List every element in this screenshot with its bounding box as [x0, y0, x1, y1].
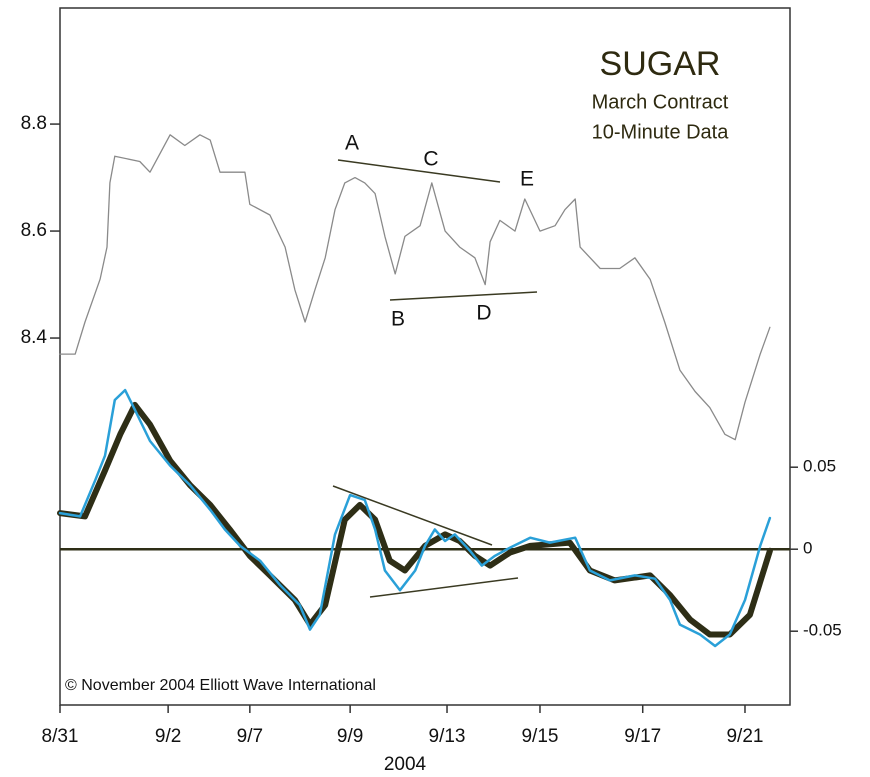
x-tick-label: 9/7	[237, 726, 263, 747]
subtitle: March Contract	[592, 91, 729, 113]
y2-tick-label: -0.05	[803, 621, 842, 640]
chart-title: SUGAR	[600, 45, 721, 83]
x-tick-label: 9/21	[726, 726, 763, 747]
x-tick-label: 9/17	[624, 726, 661, 747]
annotation: C	[423, 148, 438, 171]
trendline	[332, 485, 493, 546]
copyright: © November 2004 Elliott Wave Internation…	[65, 677, 376, 694]
y-tick-label: 8.4	[21, 327, 48, 348]
subtitle: 10-Minute Data	[592, 121, 730, 143]
y-tick-label: 8.6	[21, 220, 47, 241]
y-tick-label: 8.8	[21, 113, 47, 134]
annotation: A	[345, 132, 359, 155]
series-line	[58, 388, 772, 648]
x-tick-label: 9/15	[521, 726, 558, 747]
annotation: B	[391, 308, 405, 331]
x-axis-label: 2004	[384, 754, 427, 775]
y2-tick-label: 0	[803, 539, 812, 558]
x-tick-label: 9/9	[337, 726, 363, 747]
trendlines	[332, 159, 538, 598]
trendline	[369, 577, 519, 598]
x-tick-label: 9/2	[155, 726, 181, 747]
x-tick-label: 9/13	[429, 726, 466, 747]
x-tick-label: 8/31	[42, 726, 79, 747]
annotation: E	[520, 168, 534, 191]
y2-tick-label: 0.05	[803, 457, 836, 476]
trendline	[389, 291, 538, 301]
series-line	[57, 401, 773, 638]
trendline	[337, 159, 501, 183]
plot-frame	[59, 7, 791, 706]
series-line	[59, 134, 771, 441]
annotation: D	[476, 302, 491, 325]
